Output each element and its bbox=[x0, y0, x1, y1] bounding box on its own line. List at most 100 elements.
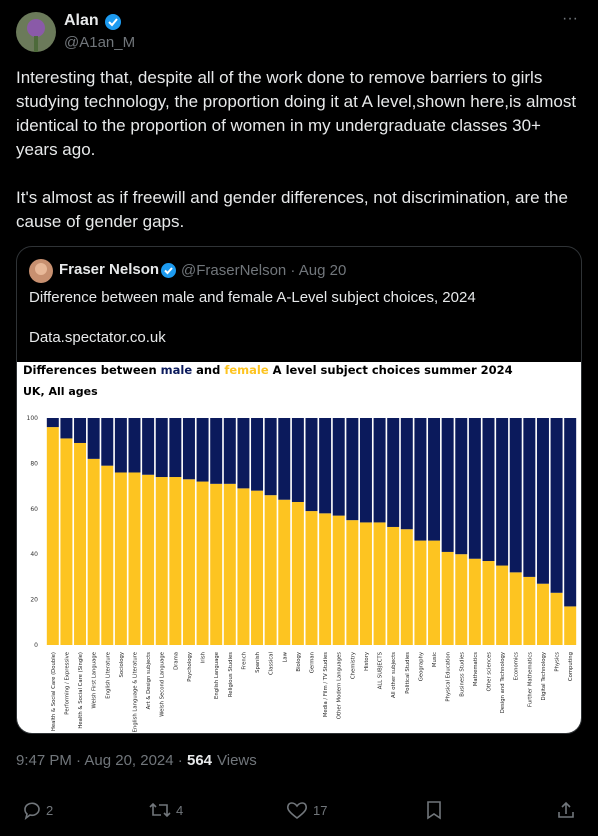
bar-segment bbox=[114, 472, 127, 645]
bar-segment bbox=[509, 572, 522, 645]
bar-segment bbox=[142, 418, 155, 475]
x-tick-label: Irish bbox=[201, 652, 207, 663]
bar-segment bbox=[101, 465, 114, 645]
quoted-tweet[interactable]: Fraser Nelson @FraserNelson · Aug 20 Dif… bbox=[16, 246, 582, 734]
bar-segment bbox=[251, 418, 264, 491]
author-name[interactable]: Alan bbox=[64, 12, 99, 29]
views-label: Views bbox=[217, 752, 257, 769]
bookmark-icon[interactable] bbox=[424, 800, 444, 820]
bar-segment bbox=[319, 513, 332, 645]
bar-segment bbox=[210, 483, 223, 645]
x-tick-label: Computing bbox=[568, 652, 574, 681]
y-tick-label: 0 bbox=[34, 642, 38, 649]
verified-badge bbox=[161, 263, 176, 278]
timestamp[interactable]: 9:47 PM · Aug 20, 2024 · bbox=[16, 752, 183, 769]
bar-segment bbox=[468, 558, 481, 645]
x-tick-label: Physical Education bbox=[446, 652, 452, 702]
bar-segment bbox=[414, 540, 427, 645]
bar-segment bbox=[291, 418, 304, 502]
y-tick-label: 80 bbox=[30, 460, 38, 467]
bar-segment bbox=[346, 418, 359, 521]
chart: Differences between male and female A le… bbox=[17, 362, 581, 733]
bar-segment bbox=[373, 522, 386, 645]
bar-segment bbox=[128, 472, 141, 645]
x-tick-label: Health & Social Care (Double) bbox=[51, 652, 57, 731]
bar-segment bbox=[523, 418, 536, 577]
bar-segment bbox=[169, 418, 182, 478]
quote-author: Fraser Nelson bbox=[59, 261, 160, 278]
bar-segment bbox=[237, 488, 250, 645]
bar-segment bbox=[332, 418, 345, 516]
bar-segment bbox=[74, 418, 87, 443]
x-tick-label: Welsh Second Language bbox=[160, 652, 166, 717]
x-tick-label: Other sciences bbox=[487, 652, 493, 692]
x-tick-label: Geography bbox=[418, 652, 424, 681]
bar-segment bbox=[359, 418, 372, 523]
share-icon[interactable] bbox=[556, 800, 576, 820]
x-tick-label: English Literature bbox=[105, 652, 111, 699]
bar-segment bbox=[251, 490, 264, 645]
quote-link[interactable]: Data.spectator.co.uk bbox=[29, 329, 166, 346]
view-count: 564 bbox=[187, 752, 213, 769]
x-tick-label: Law bbox=[282, 651, 288, 662]
x-tick-label: Classical bbox=[269, 652, 275, 675]
bar-segment bbox=[536, 583, 549, 645]
repost-icon[interactable] bbox=[148, 800, 172, 820]
x-tick-label: German bbox=[310, 652, 316, 673]
x-tick-label: English Language & Literature bbox=[133, 652, 139, 732]
like-count: 17 bbox=[313, 803, 328, 818]
bar-segment bbox=[278, 418, 291, 500]
chart-title: Differences between male and female A le… bbox=[23, 363, 513, 377]
bar-segment bbox=[441, 418, 454, 552]
x-tick-label: Religious Studies bbox=[228, 652, 234, 697]
bar-segment bbox=[210, 418, 223, 484]
chart-subtitle: UK, All ages bbox=[23, 385, 98, 398]
x-tick-label: Performing / Expressive bbox=[64, 652, 70, 715]
title-series: male bbox=[161, 363, 193, 377]
bar-segment bbox=[414, 418, 427, 541]
y-tick-label: 60 bbox=[30, 506, 38, 513]
bar-segment bbox=[128, 418, 141, 473]
bar-segment bbox=[482, 561, 495, 645]
bar-segment bbox=[496, 418, 509, 566]
x-tick-label: Business Studies bbox=[459, 652, 465, 697]
bar-segment bbox=[182, 418, 195, 480]
x-tick-label: Chemistry bbox=[350, 652, 356, 679]
bar-segment bbox=[60, 438, 73, 645]
bar-segment bbox=[182, 479, 195, 645]
x-tick-label: All other subjects bbox=[391, 652, 397, 698]
bar-segment bbox=[359, 522, 372, 645]
bar-segment bbox=[509, 418, 522, 573]
x-tick-label: Art & Design subjects bbox=[146, 652, 152, 710]
avatar[interactable] bbox=[16, 12, 56, 52]
bar-segment bbox=[400, 529, 413, 645]
y-tick-label: 100 bbox=[27, 415, 39, 422]
more-button[interactable]: ··· bbox=[562, 10, 578, 27]
bar-segment bbox=[46, 427, 59, 645]
bar-segment bbox=[87, 418, 100, 459]
x-tick-label: Economics bbox=[514, 652, 520, 681]
quote-avatar bbox=[29, 259, 53, 283]
x-tick-label: English Language bbox=[214, 652, 220, 699]
bar-segment bbox=[550, 418, 563, 593]
bar-segment bbox=[46, 418, 59, 428]
x-tick-label: Biology bbox=[296, 652, 302, 672]
like-icon[interactable] bbox=[286, 800, 308, 820]
y-tick-label: 20 bbox=[30, 597, 38, 604]
x-tick-label: Further Mathematics bbox=[527, 652, 533, 707]
bar-segment bbox=[196, 418, 209, 482]
bar-segment bbox=[441, 551, 454, 645]
x-tick-label: Media / Film / TV Studies bbox=[323, 652, 329, 717]
bar-segment bbox=[169, 477, 182, 645]
reply-icon[interactable] bbox=[22, 800, 42, 820]
author-handle[interactable]: @A1an_M bbox=[64, 34, 136, 51]
bar-segment bbox=[400, 418, 413, 530]
bar-segment bbox=[332, 515, 345, 645]
title-part: Differences between bbox=[23, 363, 161, 377]
x-tick-label: Spanish bbox=[255, 652, 261, 673]
tweet-text: Interesting that, despite all of the wor… bbox=[16, 66, 584, 258]
title-part: A level subject choices summer 2024 bbox=[269, 363, 513, 377]
bar-segment bbox=[468, 418, 481, 559]
bar-segment bbox=[428, 418, 441, 541]
